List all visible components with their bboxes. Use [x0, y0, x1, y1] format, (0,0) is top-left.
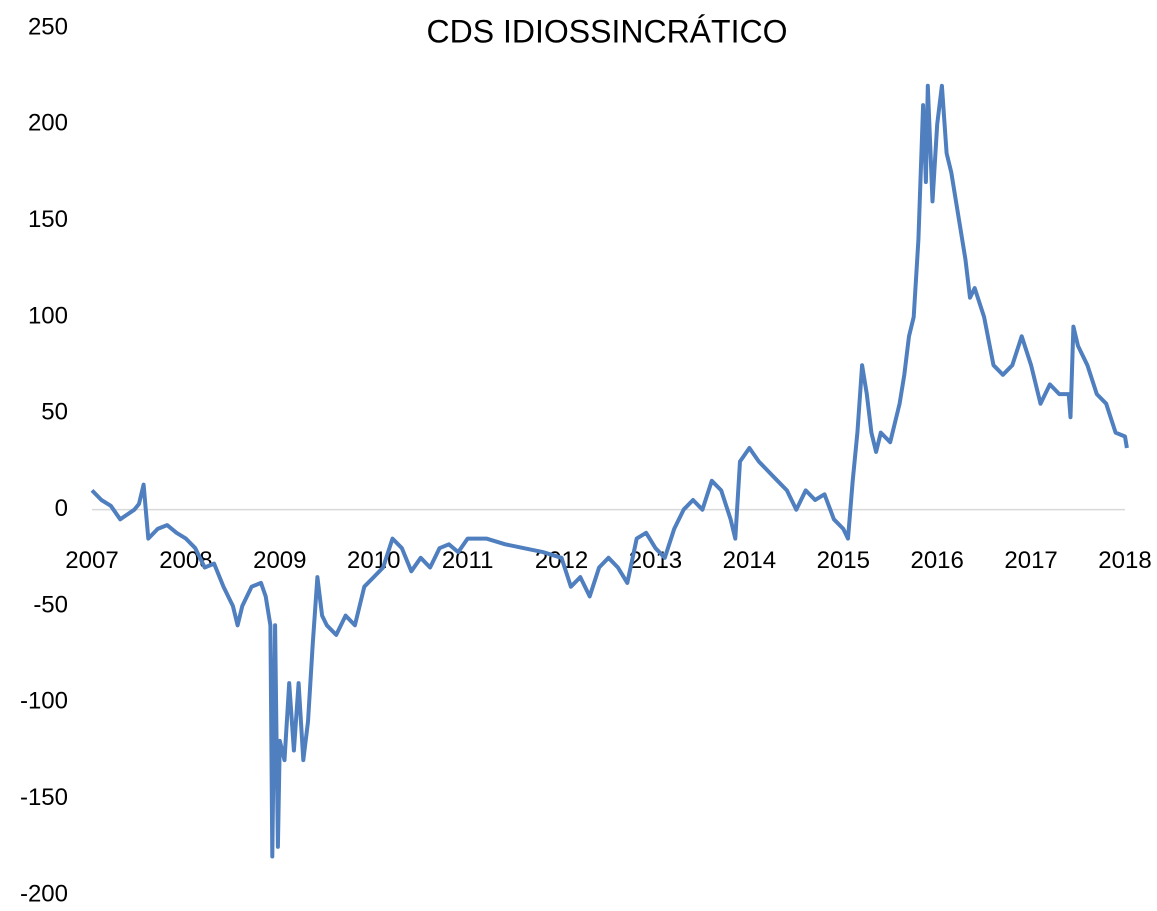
chart-title: CDS IDIOSSINCRÁTICO: [427, 13, 788, 49]
line: [90, 83, 1129, 859]
x-tick-label: 2009: [253, 547, 306, 574]
y-tick-label: -200: [20, 880, 68, 907]
x-tick-label: 2008: [159, 547, 212, 574]
x-tick-label: 2015: [817, 547, 870, 574]
y-tick-label: 250: [28, 13, 68, 40]
x-tick-label: 2013: [629, 547, 682, 574]
x-tick-label: 2011: [442, 547, 494, 574]
x-tick-label: 2014: [723, 547, 776, 574]
x-tick-label: 2017: [1004, 547, 1057, 574]
x-tick-label: 2016: [910, 547, 963, 574]
y-tick-label: 50: [41, 399, 68, 426]
y-tick-label: -100: [20, 688, 68, 715]
y-tick-label: 100: [28, 302, 68, 329]
x-tick-label: 2010: [347, 547, 400, 574]
y-tick-label: 150: [28, 206, 68, 233]
y-tick-label: 0: [55, 495, 68, 522]
y-tick-label: 200: [28, 110, 68, 137]
x-tick-label: 2018: [1098, 547, 1151, 574]
y-tick-label: -150: [20, 784, 68, 811]
y-tick-label: -50: [33, 591, 68, 618]
x-tick-label: 2007: [65, 547, 118, 574]
